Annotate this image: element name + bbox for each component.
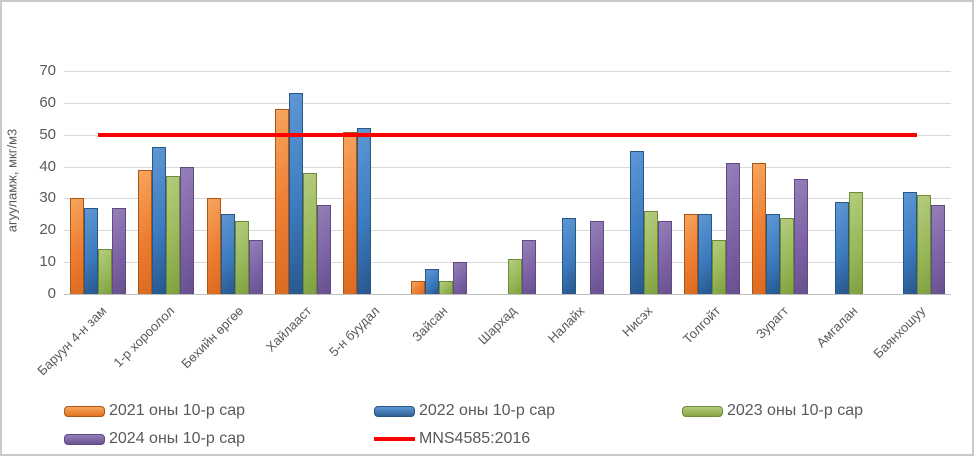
bar-2021-Зурагт xyxy=(752,163,767,294)
legend-label-2024: 2024 оны 10-р сар xyxy=(109,430,245,447)
legend-item-refline: MNS4585:2016 xyxy=(374,430,530,448)
x-axis-label-5-н буудал: 5-н буудал xyxy=(326,303,383,360)
bar-2024-Нисэх xyxy=(657,220,672,294)
bar-2023-Амгалан xyxy=(848,192,863,294)
gridline-60 xyxy=(64,102,951,104)
bar-2022-Налайх xyxy=(561,217,576,294)
y-tick-label-70: 70 xyxy=(39,62,56,79)
legend-label-2023: 2023 оны 10-р сар xyxy=(727,402,863,419)
y-tick-label-0: 0 xyxy=(47,285,56,302)
legend-item-2023: 2023 оны 10-р сар xyxy=(682,402,863,420)
plot-area xyxy=(64,71,951,295)
bar-2022-Бөхийн өргөө xyxy=(220,214,235,294)
gridline-0 xyxy=(64,294,951,295)
legend-swatch-2022 xyxy=(374,405,415,417)
gridline-40 xyxy=(64,166,951,168)
bar-2024-Толгойт xyxy=(726,163,741,294)
bar-2023-Баянхошуу xyxy=(916,195,931,294)
bar-2022-Баруун 4-н зам xyxy=(84,208,99,294)
bar-2024-Зурагт xyxy=(794,179,809,294)
y-tick-label-50: 50 xyxy=(39,125,56,143)
bar-2023-Хайлааст xyxy=(302,172,317,294)
bar-2021-Бөхийн өргөө xyxy=(206,198,221,294)
x-axis-label-Амгалан: Амгалан xyxy=(813,303,860,351)
bar-2023-Баруун 4-н зам xyxy=(98,249,113,294)
bar-2022-Баянхошуу xyxy=(902,192,917,294)
bar-2023-Шархад xyxy=(507,258,522,294)
legend-item-2024: 2024 оны 10-р сар xyxy=(64,430,245,448)
bar-2022-Толгойт xyxy=(698,214,713,294)
bar-2021-Зайсан xyxy=(411,281,426,294)
gridline-70 xyxy=(64,71,951,72)
y-tick-label-10: 10 xyxy=(39,253,56,271)
bar-2021-5-н буудал xyxy=(343,131,358,294)
bar-2023-Нисэх xyxy=(643,211,658,294)
bar-2024-Налайх xyxy=(589,220,604,294)
legend-label-2021: 2021 оны 10-р сар xyxy=(109,402,245,419)
bar-2024-Шархад xyxy=(521,239,536,294)
bar-2022-Хайлааст xyxy=(288,93,303,294)
bar-2023-Зайсан xyxy=(439,281,454,294)
bar-2023-Толгойт xyxy=(712,239,727,294)
bar-2022-Зурагт xyxy=(766,214,781,294)
x-axis-label-Зурагт: Зурагт xyxy=(753,303,792,342)
y-tick-label-30: 30 xyxy=(39,189,56,207)
bar-2022-1-р хороолол xyxy=(152,147,167,294)
bar-2024-Бөхийн өргөө xyxy=(248,239,263,294)
legend-item-2022: 2022 оны 10-р сар xyxy=(374,402,555,420)
y-tick-label-60: 60 xyxy=(39,93,56,111)
legend-swatch-2021 xyxy=(64,405,105,417)
legend-swatch-refline xyxy=(374,437,415,441)
bar-2024-Баянхошуу xyxy=(930,204,945,294)
bar-2022-Зайсан xyxy=(425,268,440,294)
gridline-30 xyxy=(64,198,951,200)
bar-2023-Зурагт xyxy=(780,217,795,294)
legend-swatch-2023 xyxy=(682,405,723,417)
gridline-20 xyxy=(64,230,951,232)
bar-2021-1-р хороолол xyxy=(138,169,153,294)
bar-2022-Амгалан xyxy=(834,201,849,294)
bar-2021-Толгойт xyxy=(684,214,699,294)
bar-2024-1-р хороолол xyxy=(180,166,195,294)
y-tick-label-20: 20 xyxy=(39,221,56,239)
y-tick-label-40: 40 xyxy=(39,157,56,175)
bar-2023-Бөхийн өргөө xyxy=(234,220,249,294)
x-axis-label-Баянхошуу: Баянхошуу xyxy=(870,303,929,362)
legend-label-2022: 2022 оны 10-р сар xyxy=(419,402,555,419)
reference-line xyxy=(98,132,917,137)
bar-2024-Зайсан xyxy=(453,262,468,294)
bar-2021-Хайлааст xyxy=(274,109,289,294)
legend-swatch-2024 xyxy=(64,433,105,445)
legend-item-2021: 2021 оны 10-р сар xyxy=(64,402,245,420)
legend-label-refline: MNS4585:2016 xyxy=(419,430,531,447)
bar-2022-Нисэх xyxy=(629,150,644,294)
bar-2022-5-н буудал xyxy=(357,128,372,294)
bar-2023-1-р хороолол xyxy=(166,176,181,294)
bar-2021-Баруун 4-н зам xyxy=(70,198,85,294)
bar-2024-Хайлааст xyxy=(316,204,331,294)
x-axis-label-Толгойт: Толгойт xyxy=(680,303,724,347)
bar-2024-Баруун 4-н зам xyxy=(112,208,127,294)
